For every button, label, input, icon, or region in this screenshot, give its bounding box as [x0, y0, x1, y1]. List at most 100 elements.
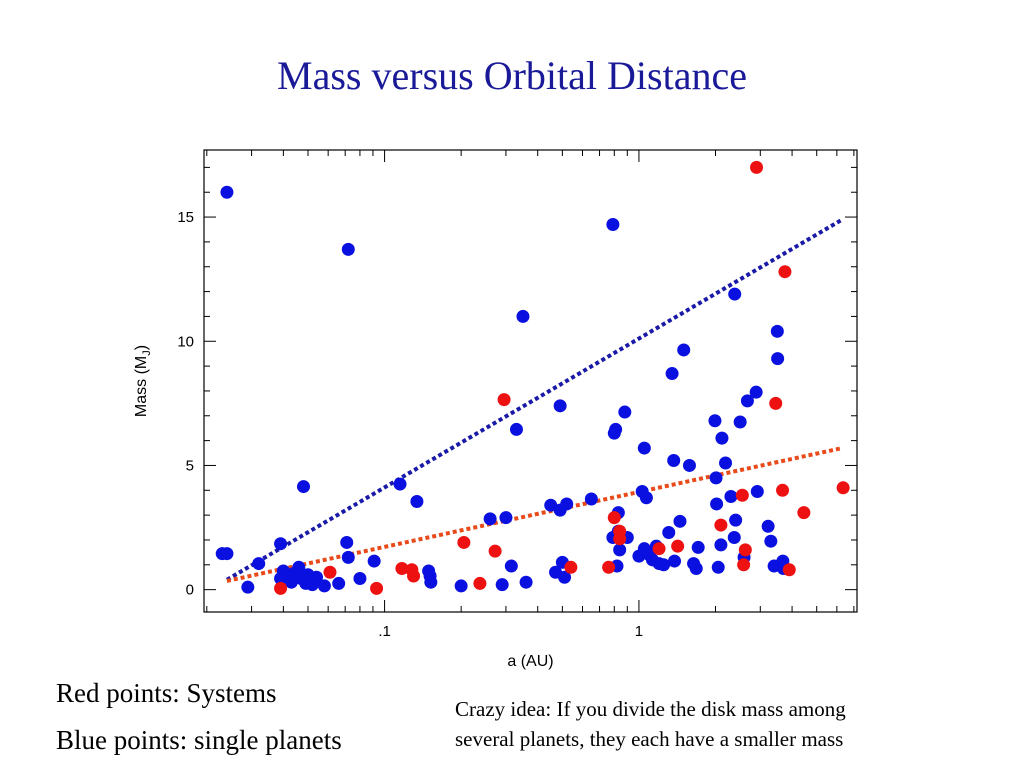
blue-data-point: [310, 570, 324, 584]
blue-data-point: [241, 580, 255, 594]
red-data-point: [737, 558, 751, 572]
blue-data-point: [353, 571, 367, 585]
blue-data-point: [340, 535, 354, 549]
y-axis-title-subscript: J: [141, 350, 153, 356]
y-tick-label: 10: [177, 333, 194, 350]
red-data-point: [323, 565, 337, 579]
blue-data-point: [667, 453, 681, 467]
red-data-point: [488, 544, 502, 558]
blue-data-point: [553, 399, 567, 413]
red-data-point: [671, 539, 685, 553]
red-data-point: [750, 160, 764, 174]
x-tick-label: .1: [378, 623, 391, 640]
slide-title: Mass versus Orbital Distance: [277, 53, 747, 98]
crazy-idea-note: Crazy idea: If you divide the disk mass …: [455, 694, 1015, 754]
blue-data-point: [292, 560, 306, 574]
y-tick-label: 15: [177, 209, 194, 226]
crazy-idea-line-1: Crazy idea: If you divide the disk mass …: [455, 697, 846, 721]
blue-data-point: [749, 385, 763, 399]
blue-data-point: [393, 477, 407, 491]
blue-data-point: [665, 367, 679, 381]
blue-points-note: Blue points: single planets: [56, 725, 342, 755]
red-data-point: [778, 265, 792, 279]
blue-data-point: [714, 538, 728, 552]
blue-data-point: [728, 287, 742, 301]
blue-data-point: [317, 579, 331, 593]
blue-data-point: [740, 394, 754, 408]
red-data-point: [714, 518, 728, 532]
blue-data-point: [454, 579, 468, 593]
blue-data-point: [516, 309, 530, 323]
blue-data-point: [424, 575, 438, 589]
blue-data-point: [668, 554, 682, 568]
blue-data-point: [761, 519, 775, 533]
red-data-point: [776, 483, 790, 497]
blue-data-point: [662, 526, 676, 540]
red-data-point: [395, 562, 409, 576]
scatter-chart: 0 5 10 15 .1 1 a (AU) Mass (MJ): [133, 149, 858, 670]
red-data-point: [407, 569, 421, 583]
blue-data-point: [677, 343, 691, 357]
blue-data-point: [618, 405, 632, 419]
red-data-point: [602, 560, 616, 574]
blue-data-point: [750, 485, 764, 499]
y-axis-title-unit: (M: [133, 356, 150, 375]
red-data-point: [497, 393, 511, 407]
blue-data-point: [639, 491, 653, 505]
blue-data-point: [274, 537, 288, 551]
blue-data-point: [483, 512, 497, 526]
blue-data-point: [367, 554, 381, 568]
blue-data-point: [220, 185, 234, 199]
blue-data-point: [297, 480, 311, 494]
blue-data-point: [691, 540, 705, 554]
red-data-point: [797, 506, 811, 520]
blue-data-point: [341, 242, 355, 256]
blue-data-point: [509, 422, 523, 436]
red-trend-line: [226, 446, 843, 583]
blue-data-point: [606, 218, 620, 232]
x-axis-title: a (AU): [507, 653, 553, 670]
blue-data-point: [709, 471, 723, 485]
data-points: [215, 160, 850, 595]
red-data-point: [473, 576, 487, 590]
blue-data-point: [715, 431, 729, 445]
blue-data-point: [341, 550, 355, 564]
blue-data-point: [682, 458, 696, 472]
chart-axes: [203, 149, 858, 613]
blue-data-point: [673, 514, 687, 528]
blue-data-point: [637, 441, 651, 455]
blue-data-point: [609, 422, 623, 436]
red-data-point: [769, 396, 783, 410]
crazy-idea-line-2: several planets, they each have a smalle…: [455, 727, 844, 751]
blue-data-point: [708, 414, 722, 428]
blue-data-point: [733, 415, 747, 429]
red-data-point: [564, 560, 578, 574]
red-data-point: [370, 581, 384, 595]
red-data-point: [782, 563, 796, 577]
blue-data-point: [584, 492, 598, 506]
blue-data-point: [613, 543, 627, 557]
axis-labels: 0 5 10 15 .1 1 a (AU) Mass (MJ): [133, 209, 643, 670]
y-axis-title: Mass (MJ): [133, 345, 153, 417]
blue-data-point: [558, 570, 572, 584]
blue-data-point: [727, 530, 741, 544]
blue-data-point: [770, 324, 784, 338]
blue-data-point: [215, 547, 229, 561]
blue-data-point: [771, 352, 785, 366]
blue-data-point: [519, 575, 533, 589]
blue-data-point: [560, 497, 574, 511]
red-data-point: [613, 532, 627, 546]
red-data-point: [607, 511, 621, 525]
red-data-point: [457, 535, 471, 549]
blue-data-point: [710, 497, 724, 511]
blue-data-point: [657, 558, 671, 572]
blue-data-point: [410, 494, 424, 508]
y-axis-title-close: ): [133, 345, 150, 350]
blue-data-point: [689, 562, 703, 576]
blue-data-point: [252, 557, 266, 571]
plot-frame: [203, 149, 858, 613]
blue-data-point: [711, 560, 725, 574]
blue-data-point: [332, 576, 346, 590]
blue-data-point: [719, 456, 733, 470]
red-data-point: [652, 542, 666, 556]
